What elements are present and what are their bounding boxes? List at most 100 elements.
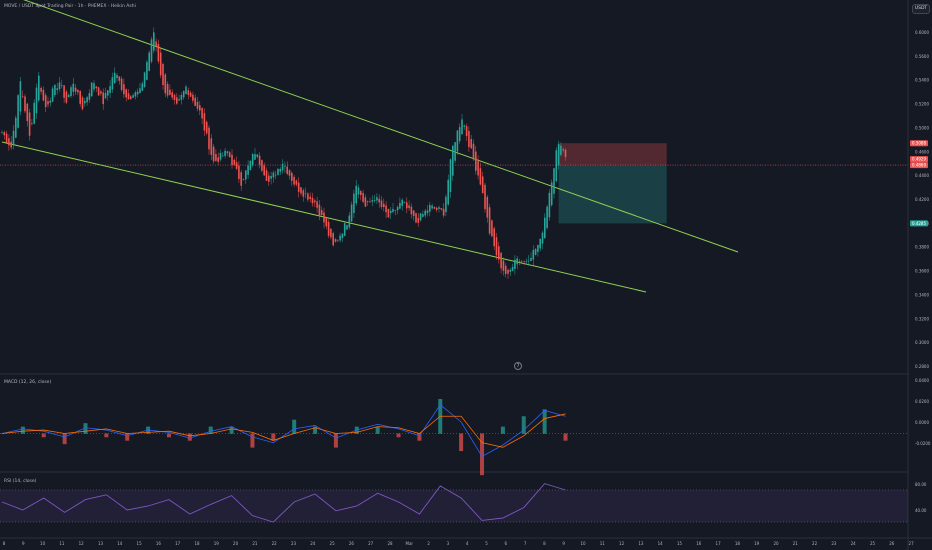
time-axis-tick: 19	[754, 541, 760, 546]
candle-body	[288, 170, 291, 176]
event-marker[interactable]: 7	[514, 362, 522, 370]
candle-body	[350, 204, 353, 222]
time-axis-tick: 26	[889, 541, 895, 546]
candle-body	[249, 160, 252, 171]
candle-body	[97, 87, 100, 96]
candle-body	[297, 182, 300, 192]
candle-body	[146, 62, 148, 80]
candle-body	[219, 153, 222, 160]
price-axis-tick: 0.5000	[915, 125, 929, 130]
macd-histogram-bar	[41, 433, 46, 438]
rsi-band	[0, 490, 908, 522]
candle-body	[247, 165, 249, 175]
candle-body	[242, 179, 245, 180]
signal-line	[1, 413, 566, 448]
candle-body	[173, 94, 176, 100]
candle-body	[134, 92, 137, 97]
candle-body	[42, 89, 45, 101]
candle-body	[265, 170, 268, 181]
candle-body	[171, 92, 173, 98]
candle-body	[240, 172, 242, 186]
time-axis-tick: 21	[793, 541, 799, 546]
macd-axis-tick: 0.0000	[915, 420, 929, 425]
price-label: 0.5088	[912, 141, 926, 146]
price-label: 0.4285	[912, 221, 926, 226]
macd-line	[1, 404, 566, 458]
candle-body	[465, 126, 468, 136]
candle-body	[125, 89, 127, 98]
candle-body	[348, 215, 351, 228]
candle-body	[113, 72, 116, 84]
price-axis-tick: 0.5200	[915, 102, 929, 107]
price-axis-tick: 0.4600	[915, 149, 929, 154]
candle-body	[176, 97, 178, 104]
candle-body	[215, 153, 217, 161]
candle-body	[21, 96, 24, 97]
candle-body	[440, 208, 443, 210]
time-axis-tick: 20	[233, 541, 239, 546]
candle-body	[81, 97, 84, 110]
time-axis-tick: 12	[619, 541, 625, 546]
candle-body	[468, 131, 470, 148]
candle-body	[148, 52, 150, 71]
time-axis-tick: 27	[909, 541, 915, 546]
candle-body	[295, 180, 298, 185]
macd-histogram-bar	[375, 426, 380, 434]
time-axis-tick: 4	[466, 541, 469, 546]
time-axis-tick: 17	[175, 541, 181, 546]
candle-body	[109, 86, 111, 93]
candle-body	[286, 166, 288, 174]
candle-body	[51, 88, 54, 102]
candle-body	[291, 172, 293, 181]
candle-body	[185, 86, 187, 95]
candle-body	[479, 168, 482, 185]
candle-body	[493, 228, 495, 247]
candle-body	[5, 133, 8, 143]
candle-body	[40, 88, 42, 92]
candle-body	[15, 117, 17, 138]
candle-body	[19, 81, 22, 112]
time-axis-tick: 24	[851, 541, 857, 546]
candle-body	[153, 32, 155, 51]
currency-button[interactable]: USDT	[912, 4, 930, 14]
time-axis-tick: 24	[310, 541, 316, 546]
candle-body	[461, 119, 463, 135]
candle-body	[539, 238, 541, 249]
candle-body	[72, 83, 75, 92]
candle-body	[1, 132, 3, 133]
price-label: 0.4929	[912, 157, 926, 162]
candle-body	[281, 163, 284, 171]
candle-body	[339, 235, 341, 241]
candle-body	[104, 92, 107, 99]
candle-body	[31, 123, 33, 125]
candle-body	[238, 165, 240, 179]
time-axis-tick: 14	[117, 541, 123, 546]
candle-body	[192, 94, 194, 101]
macd-axis-tick: 0.0400	[915, 378, 929, 383]
candle-body	[320, 210, 323, 215]
candle-body	[481, 176, 484, 194]
time-axis-tick: 8	[543, 541, 546, 546]
candle-body	[100, 91, 102, 94]
candle-body	[534, 249, 537, 255]
candle-body	[74, 87, 77, 92]
candle-body	[401, 199, 403, 206]
candle-body	[424, 210, 426, 216]
time-axis-tick: 16	[696, 541, 702, 546]
candle-body	[417, 217, 420, 223]
time-axis-tick: 11	[59, 541, 65, 546]
time-axis-tick: 18	[735, 541, 741, 546]
candle-body	[118, 76, 121, 81]
candle-body	[84, 101, 86, 104]
candle-body	[454, 142, 456, 161]
candle-body	[88, 93, 91, 100]
price-axis-tick: 0.3800	[915, 245, 929, 250]
candle-body	[557, 144, 560, 166]
macd-histogram-bar	[187, 433, 192, 441]
macd-histogram-bar	[500, 426, 505, 434]
time-axis-tick: 15	[137, 541, 143, 546]
time-axis-tick: 5	[485, 541, 488, 546]
candle-body	[337, 240, 339, 242]
candle-body	[406, 202, 408, 209]
candle-body	[495, 237, 498, 256]
